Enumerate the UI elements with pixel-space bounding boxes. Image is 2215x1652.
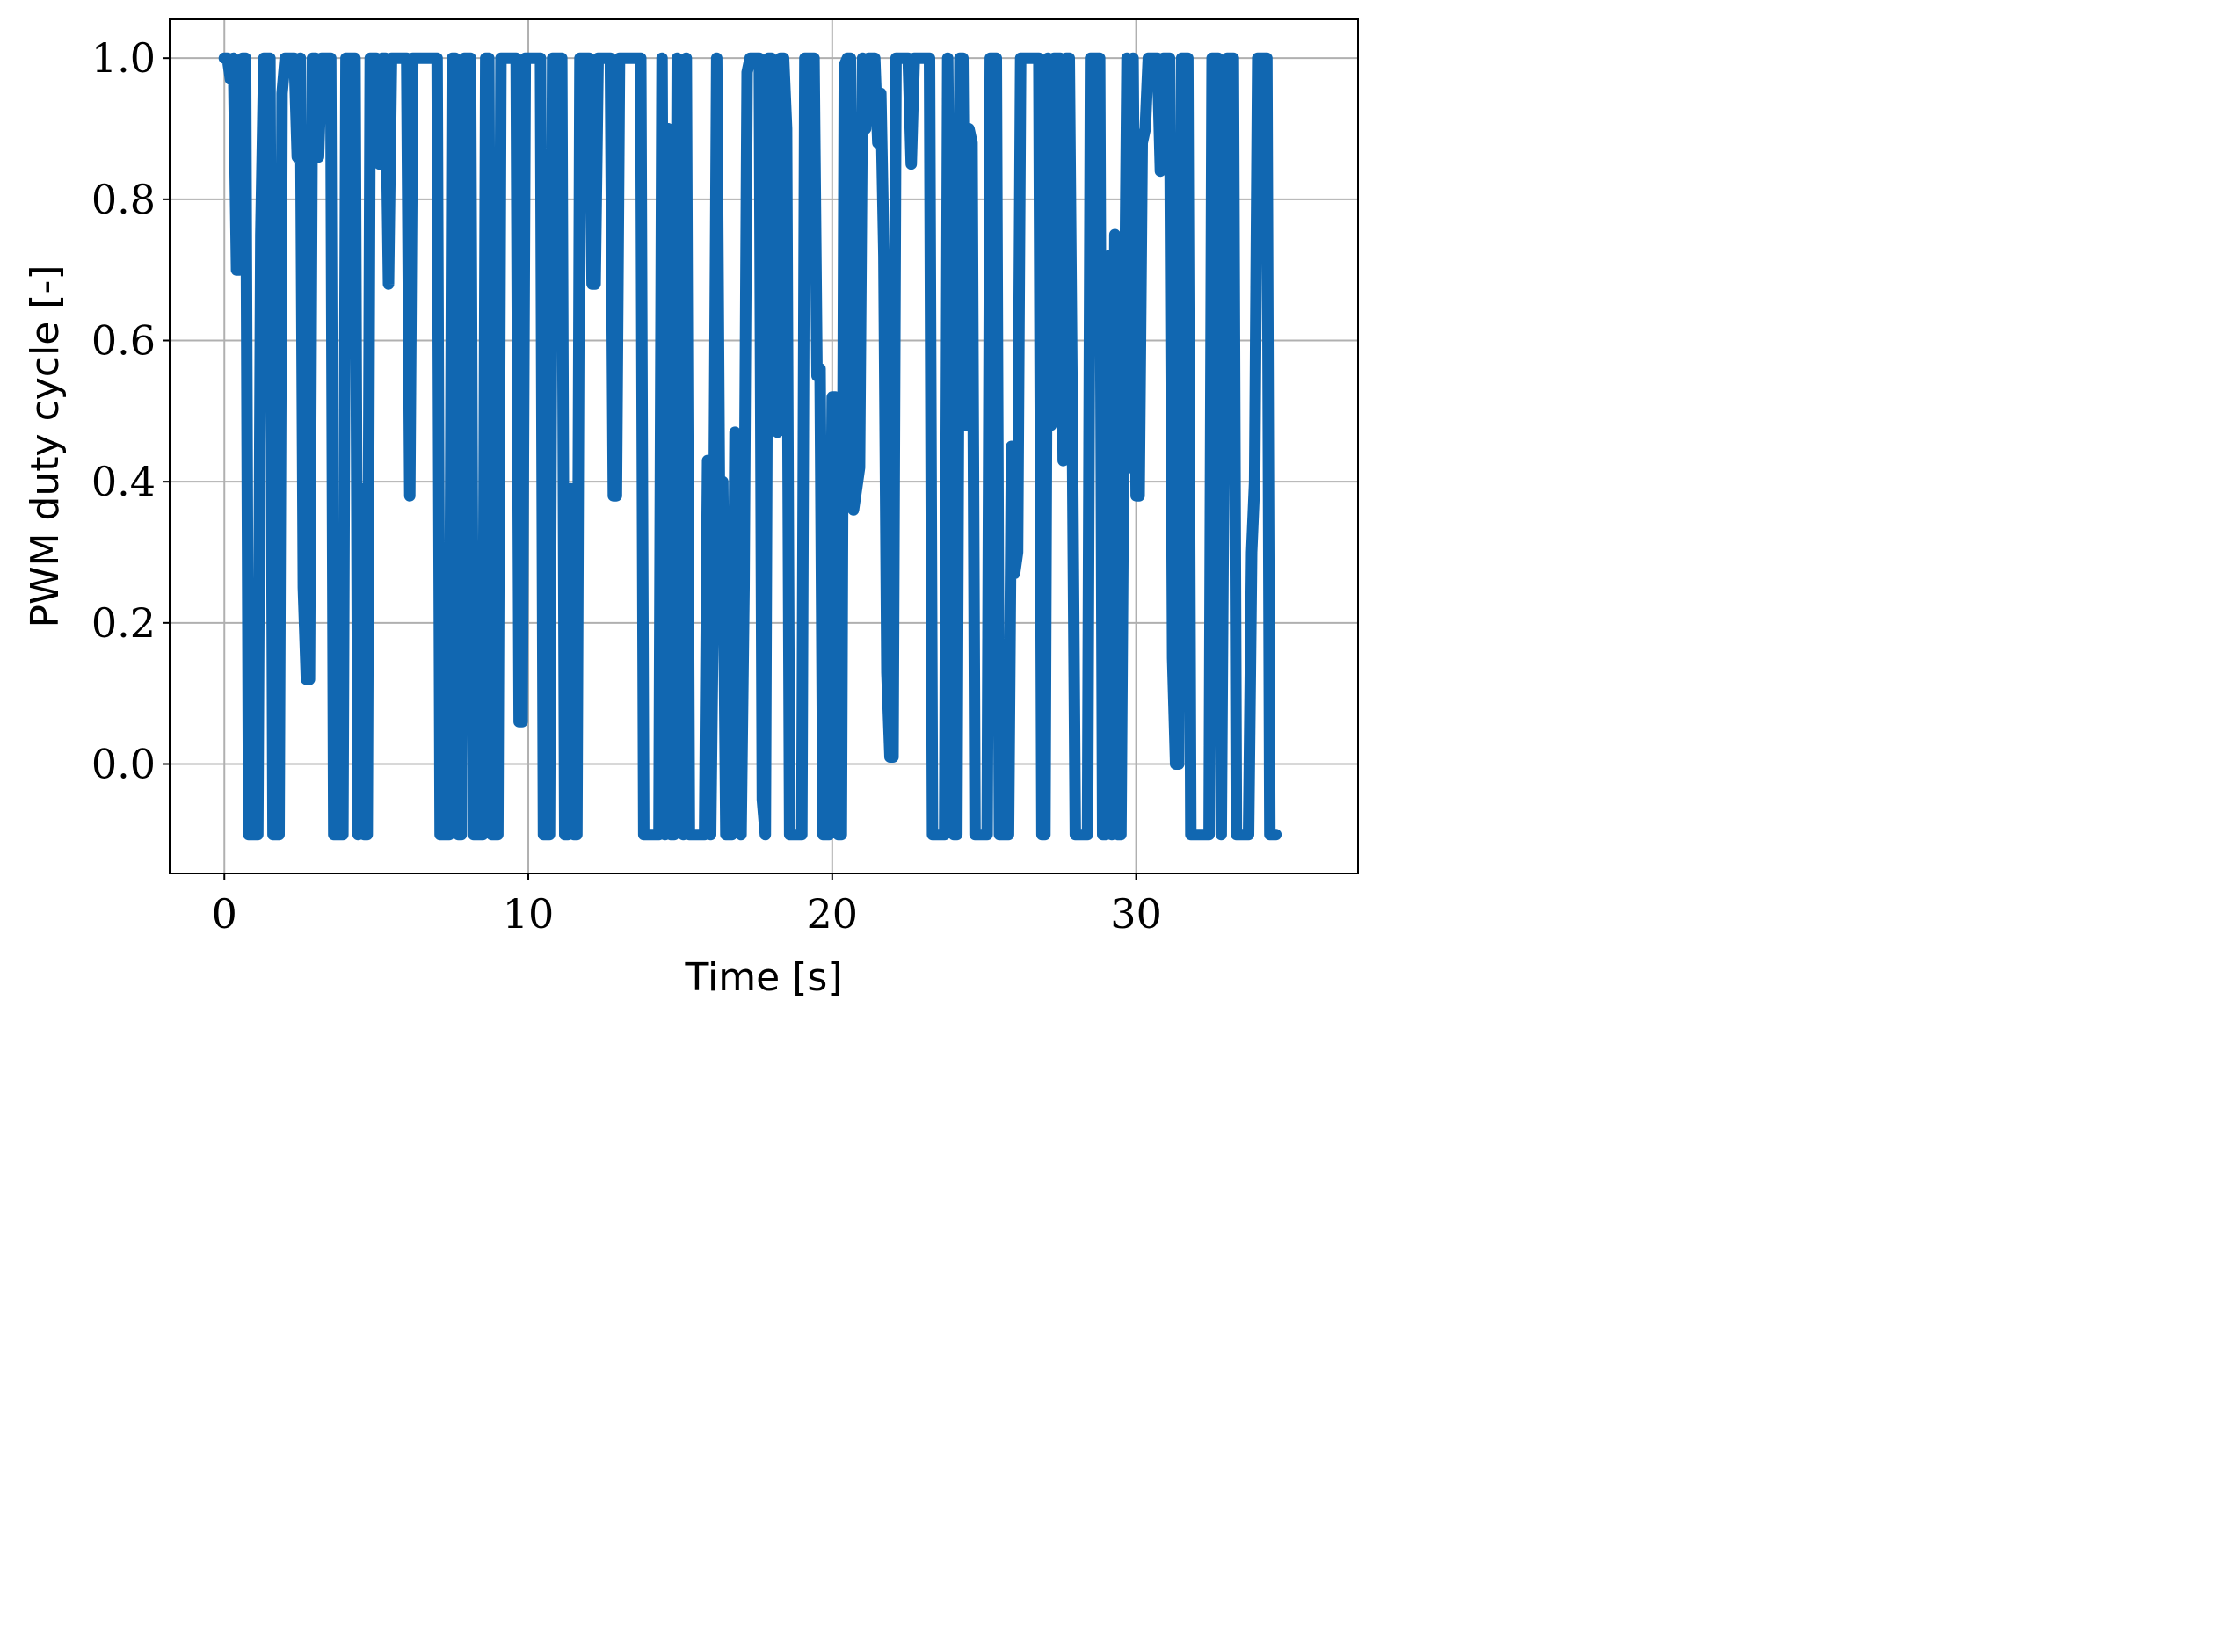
y-tick-label: 0.0 bbox=[91, 740, 156, 787]
x-tick-label: 10 bbox=[503, 890, 555, 938]
series-line-pwm-duty-cycle bbox=[218, 52, 1282, 841]
x-tick-label: 30 bbox=[1110, 890, 1162, 938]
y-tick-label: 0.6 bbox=[91, 317, 156, 365]
chart: 0 10 20 30 0.0 0.2 0.4 0.6 0.8 1.0 Time [s] PWM d… bbox=[23, 18, 1359, 1000]
x-tick-label: 20 bbox=[807, 890, 859, 938]
y-tick-label: 1.0 bbox=[91, 34, 156, 82]
x-tick-label: 0 bbox=[212, 890, 237, 938]
ticks: 0 10 20 30 0.0 0.2 0.4 0.6 0.8 1.0 bbox=[91, 34, 1162, 938]
y-tick-label: 0.2 bbox=[91, 599, 156, 647]
plot-frame bbox=[169, 18, 1359, 874]
x-axis-label: Time [s] bbox=[685, 955, 843, 1000]
series-layer bbox=[218, 52, 1282, 841]
y-tick-label: 0.4 bbox=[91, 458, 156, 505]
y-tick-label: 0.8 bbox=[91, 176, 156, 223]
y-axis-label: PWM duty cycle [-] bbox=[23, 265, 68, 628]
